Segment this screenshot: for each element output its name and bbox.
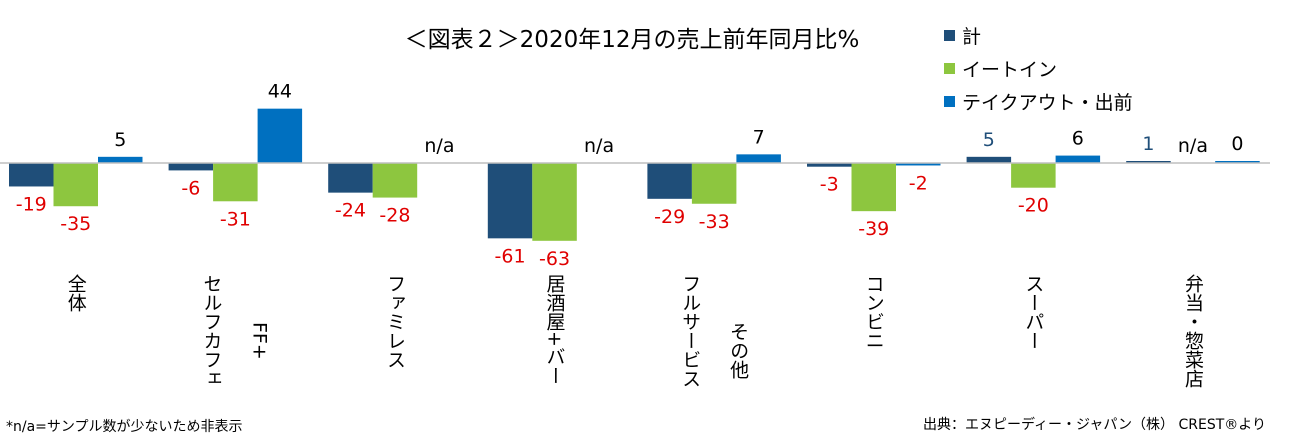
- legend-label-2: テイクアウト・出前: [962, 92, 1133, 114]
- bar-1-4: [691, 163, 737, 204]
- bar-0-7: [1126, 161, 1171, 163]
- data-label-1-6: -20: [1018, 195, 1049, 217]
- category-label-1-1: FF+: [248, 322, 270, 360]
- bar-2-5: [896, 163, 941, 166]
- data-label-0-4: -29: [654, 206, 685, 228]
- data-labels-group: -19-6-24-61-29-35 1-35 -31 -28-63-33 -39-20n…: [16, 81, 1244, 270]
- bar-0-1: [168, 163, 214, 171]
- category-label-6-0: スーパー: [1022, 274, 1044, 350]
- data-label-1-0: -35: [60, 213, 91, 235]
- data-label-2-2: n/a: [424, 135, 454, 157]
- bar-0-3: [487, 163, 533, 239]
- data-label-1-2: -28: [379, 205, 410, 227]
- category-label-4-1: その他: [727, 322, 749, 379]
- footnote: *n/a=サンプル数が少ないため非表示: [6, 419, 242, 435]
- data-label-1-5: -39: [858, 218, 889, 240]
- category-label-4-0: フルサービス: [679, 274, 701, 388]
- category-label-5-0: コンビニ: [863, 274, 885, 350]
- data-label-0-0: -19: [16, 193, 47, 215]
- data-label-0-1: -6: [181, 177, 200, 199]
- category-label-3-0: 居酒屋+バー: [544, 274, 566, 385]
- data-label-0-5: -3: [820, 174, 839, 196]
- data-label-2-1: 44: [268, 81, 292, 103]
- bar-2-4: [736, 154, 781, 163]
- bar-0-2: [328, 163, 373, 193]
- data-label-2-4: 7: [753, 126, 765, 148]
- bar-0-6: [966, 156, 1012, 163]
- data-label-0-3: -61: [495, 245, 526, 267]
- legend-swatch-2: [944, 96, 955, 107]
- data-label-0-7: 1: [1142, 133, 1154, 155]
- data-label-2-5: -2: [909, 172, 928, 194]
- bar-1-0: [53, 163, 98, 207]
- data-label-1-4: -33: [699, 211, 730, 233]
- bar-1-6: [1011, 163, 1056, 188]
- data-label-2-7: 0: [1231, 133, 1243, 155]
- legend-swatch-1: [944, 63, 955, 74]
- bars-group: [9, 108, 1260, 241]
- bar-0-4: [647, 163, 692, 199]
- legend-label-0: 計: [962, 26, 981, 48]
- data-label-2-0: 5: [114, 129, 126, 151]
- bar-2-6: [1055, 155, 1101, 163]
- bar-2-1: [257, 108, 303, 163]
- bar-1-2: [372, 163, 418, 198]
- category-label-7-0: 弁当・惣菜店: [1182, 274, 1204, 388]
- source-note: 出典：エヌピーディー・ジャパン（株） CREST®より: [923, 416, 1266, 433]
- data-label-2-3: n/a: [584, 135, 614, 157]
- bar-1-5: [851, 163, 896, 212]
- data-label-1-7: n/a: [1178, 135, 1208, 157]
- data-label-2-6: 6: [1072, 128, 1084, 150]
- category-label-0-0: 全体: [65, 274, 87, 312]
- data-label-1-3: -63: [539, 248, 570, 270]
- category-label-1-0: セルフカフェ: [200, 274, 222, 388]
- category-labels-group: 全体 セルフカフェ FF+ ファミレス 居酒屋+バー フルサービス その他 コンビニ スーパー 弁…: [65, 274, 1204, 388]
- data-label-0-2: -24: [335, 200, 366, 222]
- legend-label-1: イートイン: [962, 59, 1057, 81]
- category-label-2-0: ファミレス: [384, 274, 406, 369]
- bar-1-1: [213, 163, 258, 202]
- bar-0-5: [807, 163, 852, 167]
- bar-1-3: [532, 163, 577, 241]
- data-label-0-6: 5: [983, 129, 995, 151]
- bar-2-7: [1215, 161, 1260, 163]
- bar-0-0: [9, 163, 54, 187]
- legend-swatch-0: [944, 30, 955, 41]
- bar-2-0: [98, 156, 143, 163]
- data-label-1-1: -31: [220, 208, 251, 230]
- chart-title: ＜図表２＞2020年12月の売上前年同月比%: [405, 27, 860, 53]
